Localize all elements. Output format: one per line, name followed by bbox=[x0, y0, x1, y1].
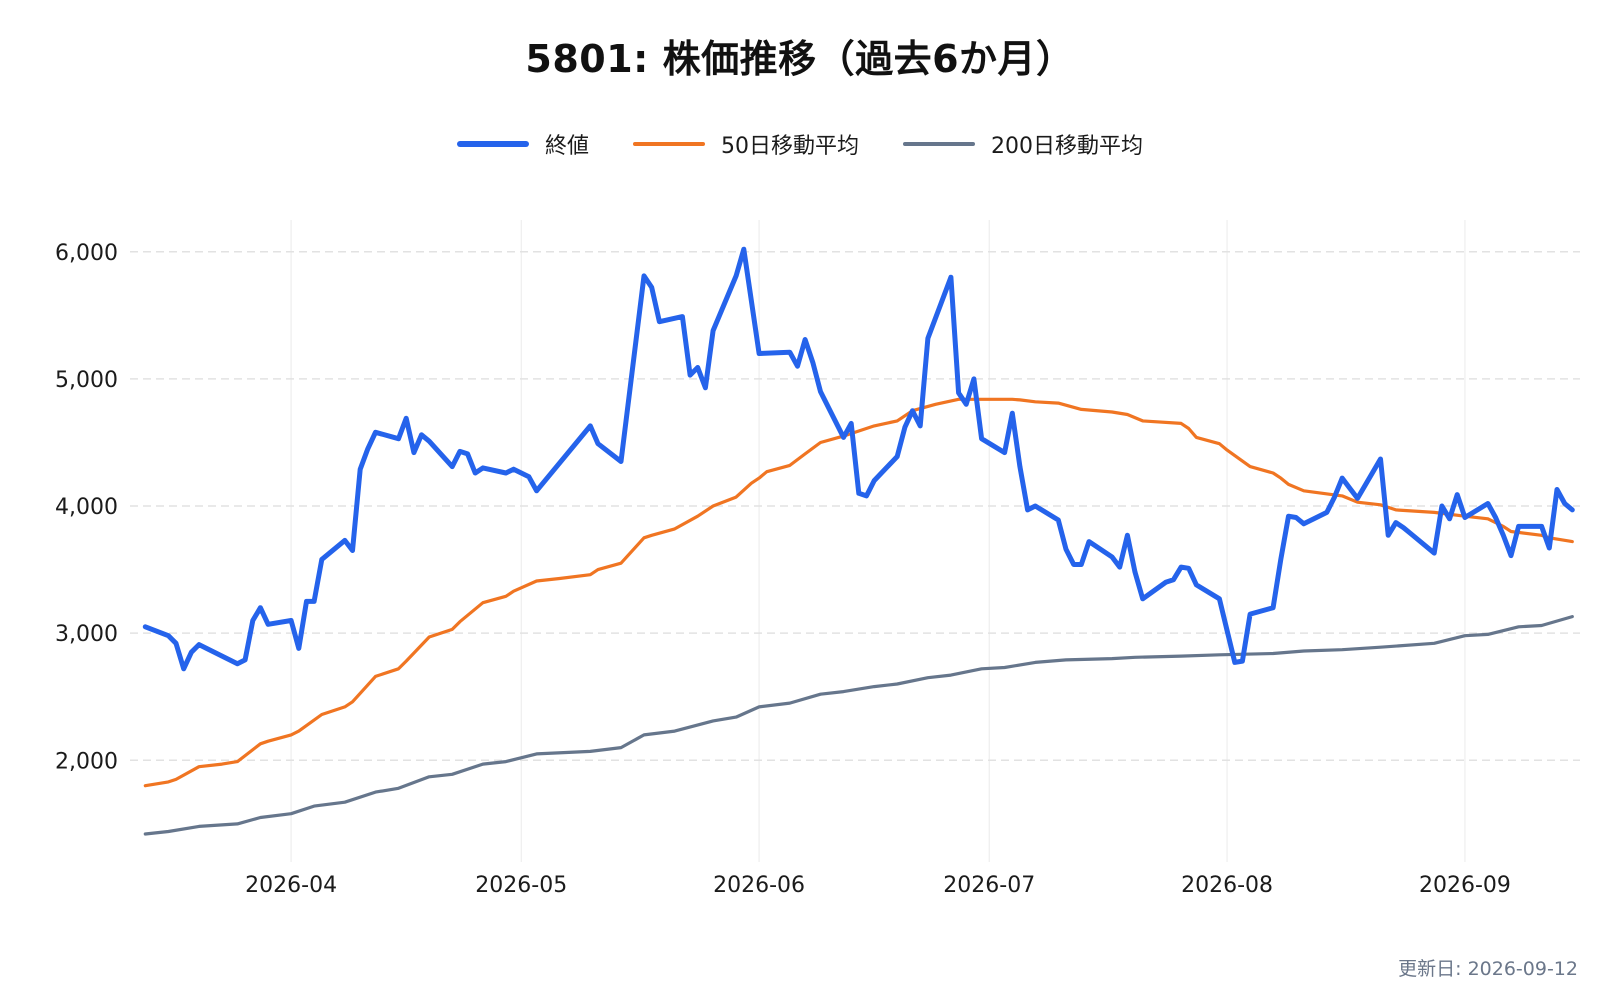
chart-title: 5801: 株価推移（過去6か月） bbox=[525, 37, 1075, 81]
x-tick-label-2026-05: 2026-05 bbox=[475, 873, 567, 898]
y-tick-label-5000: 5,000 bbox=[55, 368, 118, 393]
x-tick-label-2026-04: 2026-04 bbox=[245, 873, 337, 898]
legend-label-ma50: 50日移動平均 bbox=[721, 134, 859, 159]
y-tick-label-4000: 4,000 bbox=[55, 495, 118, 520]
update-date: 更新日: 2026-09-12 bbox=[1398, 958, 1578, 980]
series-layer bbox=[142, 246, 1575, 836]
legend-item-close: 終値 bbox=[456, 128, 589, 160]
y-tick-label-3000: 3,000 bbox=[55, 622, 118, 647]
legend-item-ma200: 200日移動平均 bbox=[903, 128, 1143, 160]
grid-layer bbox=[130, 220, 1580, 862]
x-tick-label-2026-06: 2026-06 bbox=[713, 873, 805, 898]
chart-legend: 終値 50日移動平均 200日移動平均 bbox=[0, 128, 1600, 160]
legend-item-ma50: 50日移動平均 bbox=[633, 128, 859, 160]
series-line-close bbox=[142, 246, 1575, 672]
y-tick-label-2000: 2,000 bbox=[55, 749, 118, 774]
legend-swatch-ma200 bbox=[903, 142, 975, 146]
legend-swatch-ma50 bbox=[633, 142, 705, 146]
series-line-ma200 bbox=[143, 615, 1574, 836]
x-tick-label-2026-07: 2026-07 bbox=[943, 873, 1035, 898]
x-tick-label-2026-08: 2026-08 bbox=[1181, 873, 1273, 898]
legend-label-close: 終値 bbox=[544, 134, 589, 159]
y-tick-label-6000: 6,000 bbox=[55, 241, 118, 266]
tick-label-layer: 2026-04 2026-05 2026-06 2026-07 2026-08 2026-… bbox=[55, 241, 1511, 898]
x-tick-label-2026-09: 2026-09 bbox=[1419, 873, 1511, 898]
series-line-ma50 bbox=[143, 397, 1574, 788]
legend-swatch-close bbox=[456, 141, 529, 147]
legend-label-ma200: 200日移動平均 bbox=[991, 134, 1143, 159]
